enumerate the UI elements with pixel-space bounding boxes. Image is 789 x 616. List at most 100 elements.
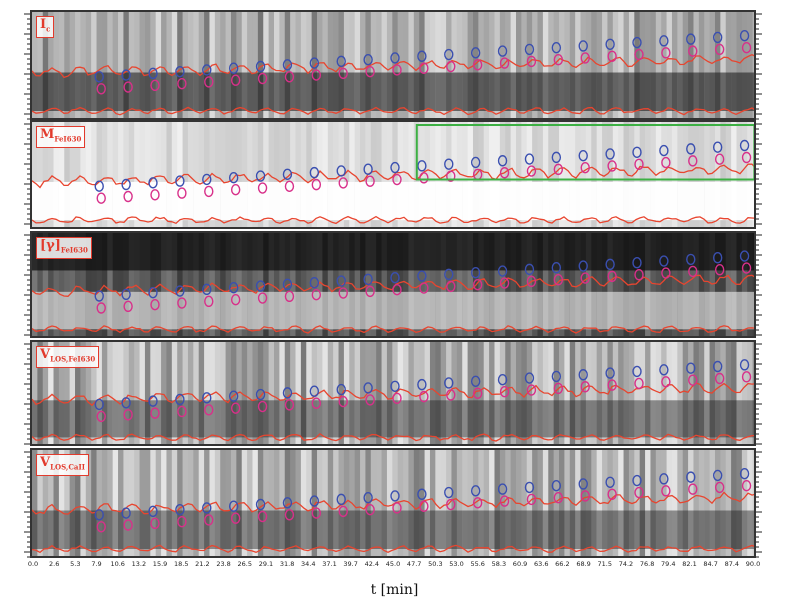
texture-band: [220, 400, 248, 438]
texture-strip: [747, 233, 754, 336]
panel-label-main: I: [40, 17, 47, 32]
tick-marks-right: [756, 234, 762, 336]
marker-pink: [284, 399, 295, 411]
texture-strip: [564, 233, 571, 336]
texture-band: [32, 291, 60, 330]
marker-blue: [363, 382, 373, 394]
texture-strip: [521, 450, 528, 556]
texture-strip: [32, 12, 38, 118]
texture-band: [650, 400, 678, 438]
marker-pink: [661, 156, 671, 169]
texture-strip: [537, 122, 544, 227]
marker-blue: [148, 177, 158, 189]
marker-pink: [634, 158, 644, 170]
texture-band: [489, 400, 517, 438]
texture-strip: [187, 122, 194, 227]
marker-pink: [365, 65, 375, 78]
texture-strip: [144, 450, 151, 556]
texture-band: [300, 510, 329, 549]
texture-strip: [274, 450, 280, 556]
texture-strip: [96, 450, 103, 556]
texture-band: [677, 291, 705, 330]
texture-strip: [32, 122, 38, 227]
texture-strip: [747, 122, 754, 227]
texture-strip: [220, 12, 227, 118]
texture-strip: [618, 122, 625, 227]
marker-pink: [257, 292, 268, 304]
panel-image: [32, 12, 754, 118]
tick-marks-left: [24, 123, 30, 225]
texture-strip: [467, 233, 474, 336]
texture-strip: [472, 450, 479, 556]
texture-band: [489, 291, 517, 330]
texture-strip: [306, 12, 313, 118]
texture-band: [623, 510, 651, 549]
texture-strip: [494, 450, 501, 556]
panel-label-sub: LOS,FeI630: [50, 354, 96, 364]
texture-strip: [494, 122, 501, 227]
texture-band: [704, 72, 732, 111]
texture-strip: [585, 342, 592, 444]
texture-strip: [198, 122, 205, 227]
texture-strip: [655, 12, 662, 118]
texture-strip: [537, 12, 544, 118]
texture-strip: [472, 12, 479, 118]
texture-band: [650, 181, 678, 221]
texture-strip: [182, 233, 189, 336]
texture-strip: [53, 122, 60, 227]
tick-marks-right: [756, 123, 762, 225]
texture-strip: [709, 12, 716, 118]
marker-blue: [202, 502, 212, 514]
texture-strip: [322, 450, 329, 556]
texture-strip: [704, 122, 711, 227]
texture-strip: [37, 342, 44, 444]
texture-strip: [230, 450, 237, 556]
marker-pink: [311, 178, 322, 191]
x-tick-label: 68.9: [576, 560, 591, 568]
marker-pink: [204, 76, 214, 88]
marker-pink: [607, 379, 617, 391]
x-tick-label: 58.3: [491, 560, 507, 568]
texture-band: [247, 291, 275, 330]
texture-strip: [75, 342, 81, 444]
texture-strip: [177, 450, 184, 556]
texture-strip: [693, 233, 700, 336]
x-tick-label: 87.4: [724, 560, 740, 568]
tick-marks-left: [24, 13, 30, 120]
texture-strip: [575, 342, 582, 444]
texture-strip: [177, 233, 184, 336]
marker-pink: [741, 151, 752, 164]
texture-strip: [166, 342, 173, 444]
marker-blue: [228, 62, 239, 74]
texture-strip: [714, 450, 721, 556]
marker-pink: [204, 514, 214, 526]
marker-blue: [309, 276, 320, 289]
texture-strip: [747, 12, 754, 118]
texture-strip: [144, 12, 151, 118]
marker-blue: [686, 143, 696, 155]
marker-blue: [524, 263, 535, 276]
texture-band: [381, 510, 409, 549]
marker-blue: [712, 360, 723, 373]
texture-strip: [37, 122, 44, 227]
texture-strip: [198, 233, 205, 336]
texture-band: [596, 510, 625, 549]
texture-strip: [731, 12, 737, 118]
texture-strip: [386, 233, 393, 336]
texture-strip: [655, 450, 662, 556]
texture-strip: [306, 450, 313, 556]
texture-strip: [559, 122, 565, 227]
texture-strip: [607, 450, 614, 556]
texture-strip: [268, 12, 275, 118]
texture-band: [85, 291, 114, 330]
marker-blue: [228, 390, 239, 402]
texture-strip: [569, 233, 576, 336]
marker-pink: [580, 272, 590, 284]
texture-strip: [177, 122, 184, 227]
x-tick-label: 84.7: [703, 560, 718, 568]
contour-line: [32, 106, 754, 116]
texture-band: [300, 181, 329, 221]
marker-pink: [714, 372, 725, 385]
marker-pink: [419, 282, 429, 294]
panel-label-sub: FeI630: [60, 245, 88, 255]
